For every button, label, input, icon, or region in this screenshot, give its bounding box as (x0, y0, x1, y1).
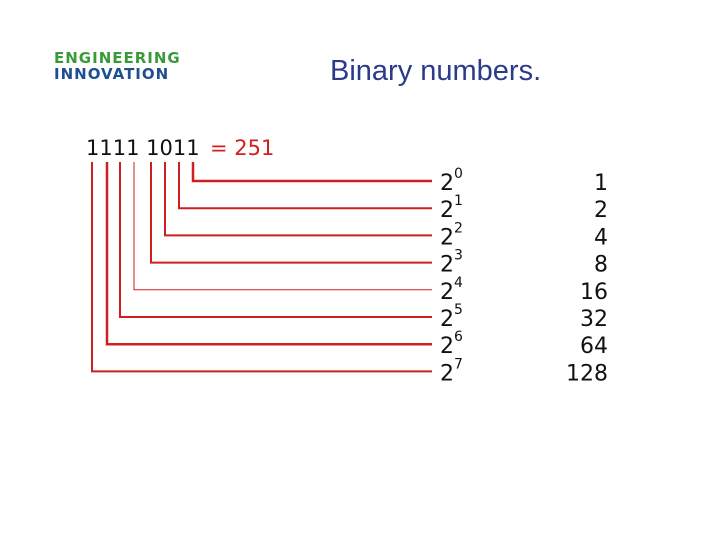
connector-line (178, 162, 432, 210)
power-exponent: 2 (454, 220, 463, 236)
power-value: 1 (594, 171, 608, 196)
binary-number: 1111 1011 (86, 136, 200, 160)
power-value: 64 (580, 334, 608, 359)
connector-line (150, 162, 432, 264)
power-base: 2 (440, 280, 454, 305)
decimal-result: = 251 (210, 136, 274, 160)
power-base: 2 (440, 198, 454, 223)
power-exponent: 1 (454, 193, 463, 209)
connector-line (133, 162, 432, 291)
power-value: 32 (580, 307, 608, 332)
power-value: 128 (566, 361, 608, 386)
power-exponent: 4 (454, 275, 463, 291)
connector-line (164, 162, 432, 237)
power-exponent: 7 (454, 356, 463, 372)
power-value: 2 (594, 198, 608, 223)
power-exponent: 6 (454, 329, 463, 345)
power-base: 2 (440, 171, 454, 196)
power-rows: 2 0 12 1 22 2 42 3 82 4 162 5 322 6 642 7 128 (91, 162, 608, 386)
connector-line (105, 162, 432, 346)
slide-title: Binary numbers. (330, 55, 541, 87)
connector-line (91, 162, 432, 373)
power-exponent: 3 (454, 248, 463, 264)
logo-line1: ENGINEERING (54, 49, 181, 67)
power-value: 4 (594, 225, 608, 250)
power-base: 2 (440, 361, 454, 386)
power-base: 2 (440, 225, 454, 250)
connector-line (191, 162, 432, 183)
connector-line (119, 162, 432, 318)
logo-line2: INNOVATION (54, 65, 169, 83)
power-exponent: 0 (454, 166, 463, 182)
power-base: 2 (440, 334, 454, 359)
power-value: 8 (594, 253, 608, 278)
power-value: 16 (580, 280, 608, 305)
power-base: 2 (440, 253, 454, 278)
power-base: 2 (440, 307, 454, 332)
power-exponent: 5 (454, 302, 463, 318)
